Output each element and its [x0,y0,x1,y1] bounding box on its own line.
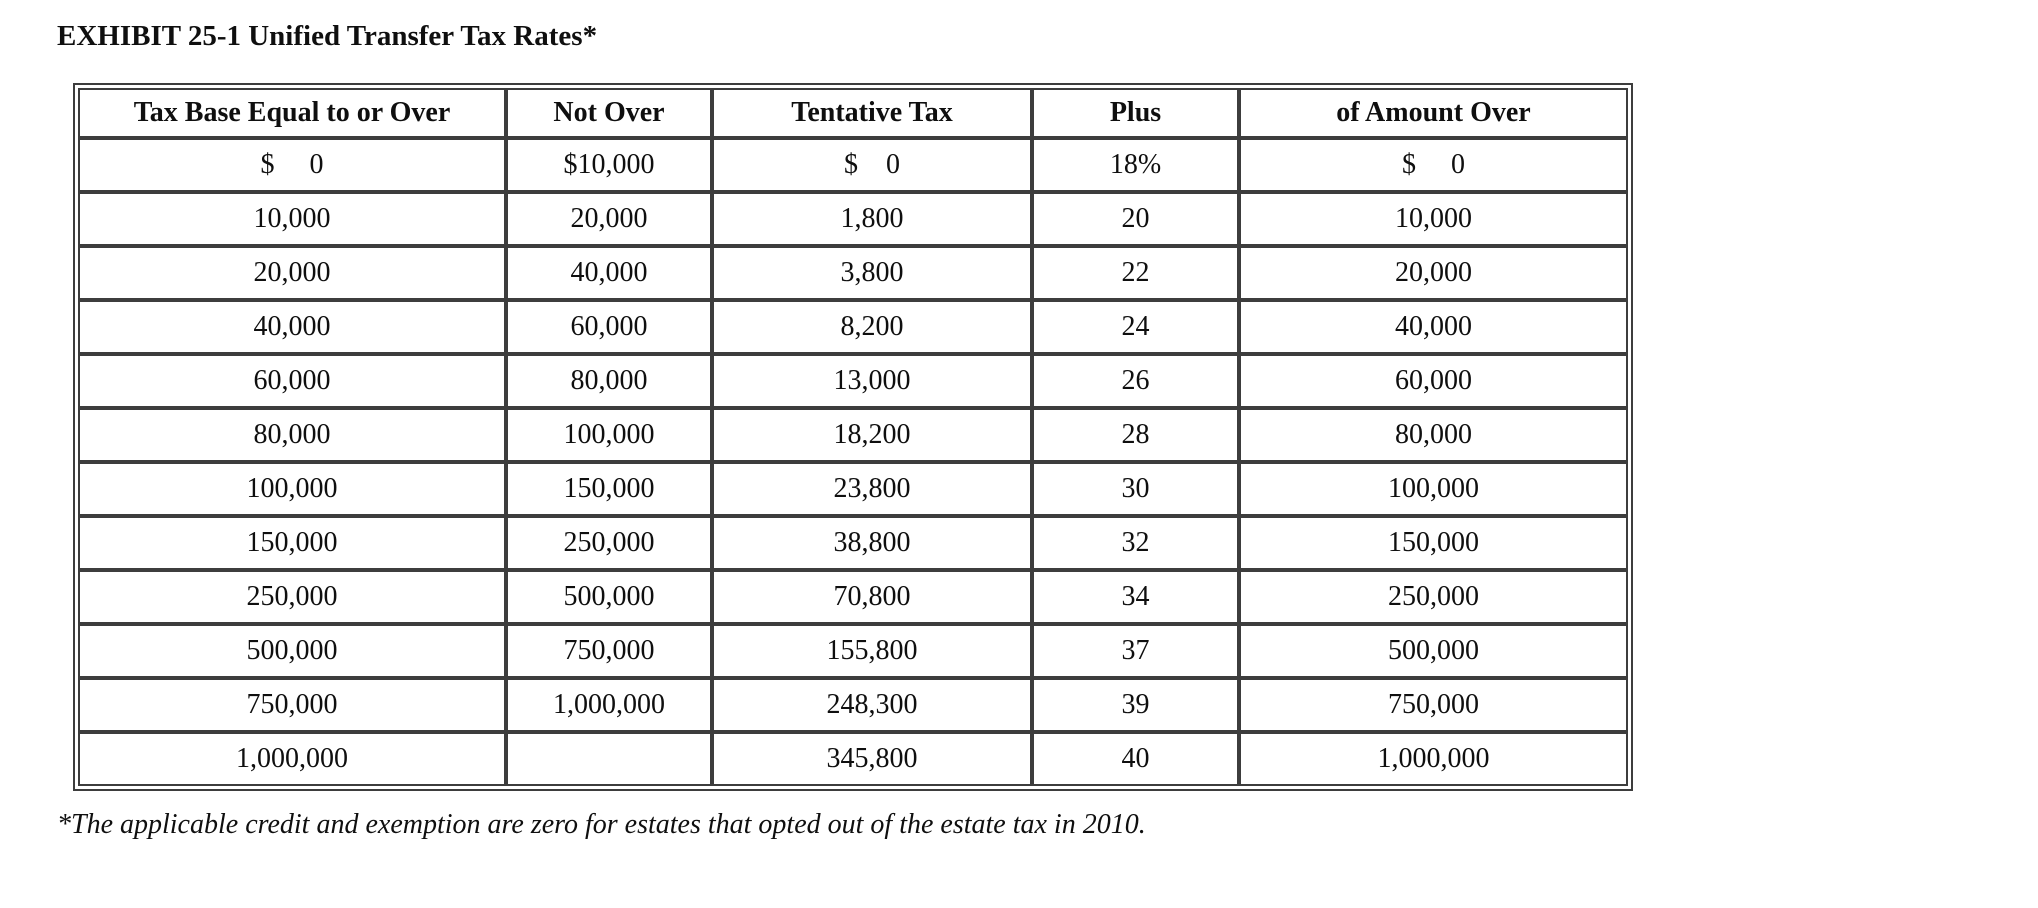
table-cell: 60,000 [506,300,712,354]
table-cell: $ 0 [1239,138,1628,192]
table-cell [506,732,712,786]
table-cell: 1,000,000 [78,732,506,786]
table-cell: 38,800 [712,516,1032,570]
table-cell: 80,000 [78,408,506,462]
table-cell: 60,000 [78,354,506,408]
table-cell: 500,000 [506,570,712,624]
header-cell-tax-base: Tax Base Equal to or Over [78,88,506,138]
table-row: 60,000 80,000 13,000 26 60,000 [78,354,1628,408]
table-cell: 26 [1032,354,1239,408]
table-cell: 10,000 [78,192,506,246]
table-cell: 100,000 [1239,462,1628,516]
table-cell: 248,300 [712,678,1032,732]
table-cell: 150,000 [506,462,712,516]
table-cell: 20,000 [78,246,506,300]
unified-transfer-tax-rates-table: Tax Base Equal to or Over Not Over Tenta… [73,83,1633,791]
table-cell: 1,800 [712,192,1032,246]
table-cell: 80,000 [1239,408,1628,462]
table-cell: 39 [1032,678,1239,732]
table-cell: 150,000 [1239,516,1628,570]
header-row: Tax Base Equal to or Over Not Over Tenta… [78,88,1628,138]
table-cell: 1,000,000 [1239,732,1628,786]
table-cell: 155,800 [712,624,1032,678]
header-cell-tentative-tax: Tentative Tax [712,88,1032,138]
table-cell: 30 [1032,462,1239,516]
table-cell: 18% [1032,138,1239,192]
table-cell: $ 0 [78,138,506,192]
table-cell: 40 [1032,732,1239,786]
header-cell-not-over: Not Over [506,88,712,138]
table-row: $ 0 $10,000 $ 0 18% $ 0 [78,138,1628,192]
table-cell: 345,800 [712,732,1032,786]
table-cell: 100,000 [506,408,712,462]
table-cell: 40,000 [506,246,712,300]
table-cell: 70,800 [712,570,1032,624]
table-cell: 20 [1032,192,1239,246]
table-cell: 60,000 [1239,354,1628,408]
table-cell: 750,000 [1239,678,1628,732]
table-cell: 20,000 [1239,246,1628,300]
table-cell: 40,000 [78,300,506,354]
table-cell: 250,000 [506,516,712,570]
table-cell: 1,000,000 [506,678,712,732]
table-cell: 20,000 [506,192,712,246]
table-cell: 250,000 [78,570,506,624]
table-cell: 150,000 [78,516,506,570]
header-cell-plus: Plus [1032,88,1239,138]
footnote: *The applicable credit and exemption are… [57,809,1146,840]
table-row: 40,000 60,000 8,200 24 40,000 [78,300,1628,354]
table-body: $ 0 $10,000 $ 0 18% $ 0 10,000 20,000 1,800 20 10… [78,138,1628,786]
table-cell: 100,000 [78,462,506,516]
table-cell: 500,000 [78,624,506,678]
table-cell: 80,000 [506,354,712,408]
table-cell: 32 [1032,516,1239,570]
table-row: 250,000 500,000 70,800 34 250,000 [78,570,1628,624]
exhibit-title: EXHIBIT 25-1 Unified Transfer Tax Rates* [57,20,598,52]
table-row: 20,000 40,000 3,800 22 20,000 [78,246,1628,300]
table-cell: 34 [1032,570,1239,624]
table-cell: 250,000 [1239,570,1628,624]
table-cell: 750,000 [78,678,506,732]
table-cell: 10,000 [1239,192,1628,246]
table-row: 100,000 150,000 23,800 30 100,000 [78,462,1628,516]
table-cell: 37 [1032,624,1239,678]
table-row: 10,000 20,000 1,800 20 10,000 [78,192,1628,246]
table-cell: 750,000 [506,624,712,678]
table-cell: 13,000 [712,354,1032,408]
table-cell: 24 [1032,300,1239,354]
table-cell: 8,200 [712,300,1032,354]
table-header: Tax Base Equal to or Over Not Over Tenta… [78,88,1628,138]
table-cell: 40,000 [1239,300,1628,354]
table-cell: 18,200 [712,408,1032,462]
document-page: EXHIBIT 25-1 Unified Transfer Tax Rates*… [57,20,1633,840]
table-cell: 500,000 [1239,624,1628,678]
table-row: 750,000 1,000,000 248,300 39 750,000 [78,678,1628,732]
table-cell: 28 [1032,408,1239,462]
table-row: 150,000 250,000 38,800 32 150,000 [78,516,1628,570]
table-cell: 3,800 [712,246,1032,300]
table-row: 1,000,000 345,800 40 1,000,000 [78,732,1628,786]
table-cell: $ 0 [712,138,1032,192]
table-row: 80,000 100,000 18,200 28 80,000 [78,408,1628,462]
table-cell: $10,000 [506,138,712,192]
table-row: 500,000 750,000 155,800 37 500,000 [78,624,1628,678]
table-cell: 22 [1032,246,1239,300]
table-cell: 23,800 [712,462,1032,516]
header-cell-of-amount-over: of Amount Over [1239,88,1628,138]
